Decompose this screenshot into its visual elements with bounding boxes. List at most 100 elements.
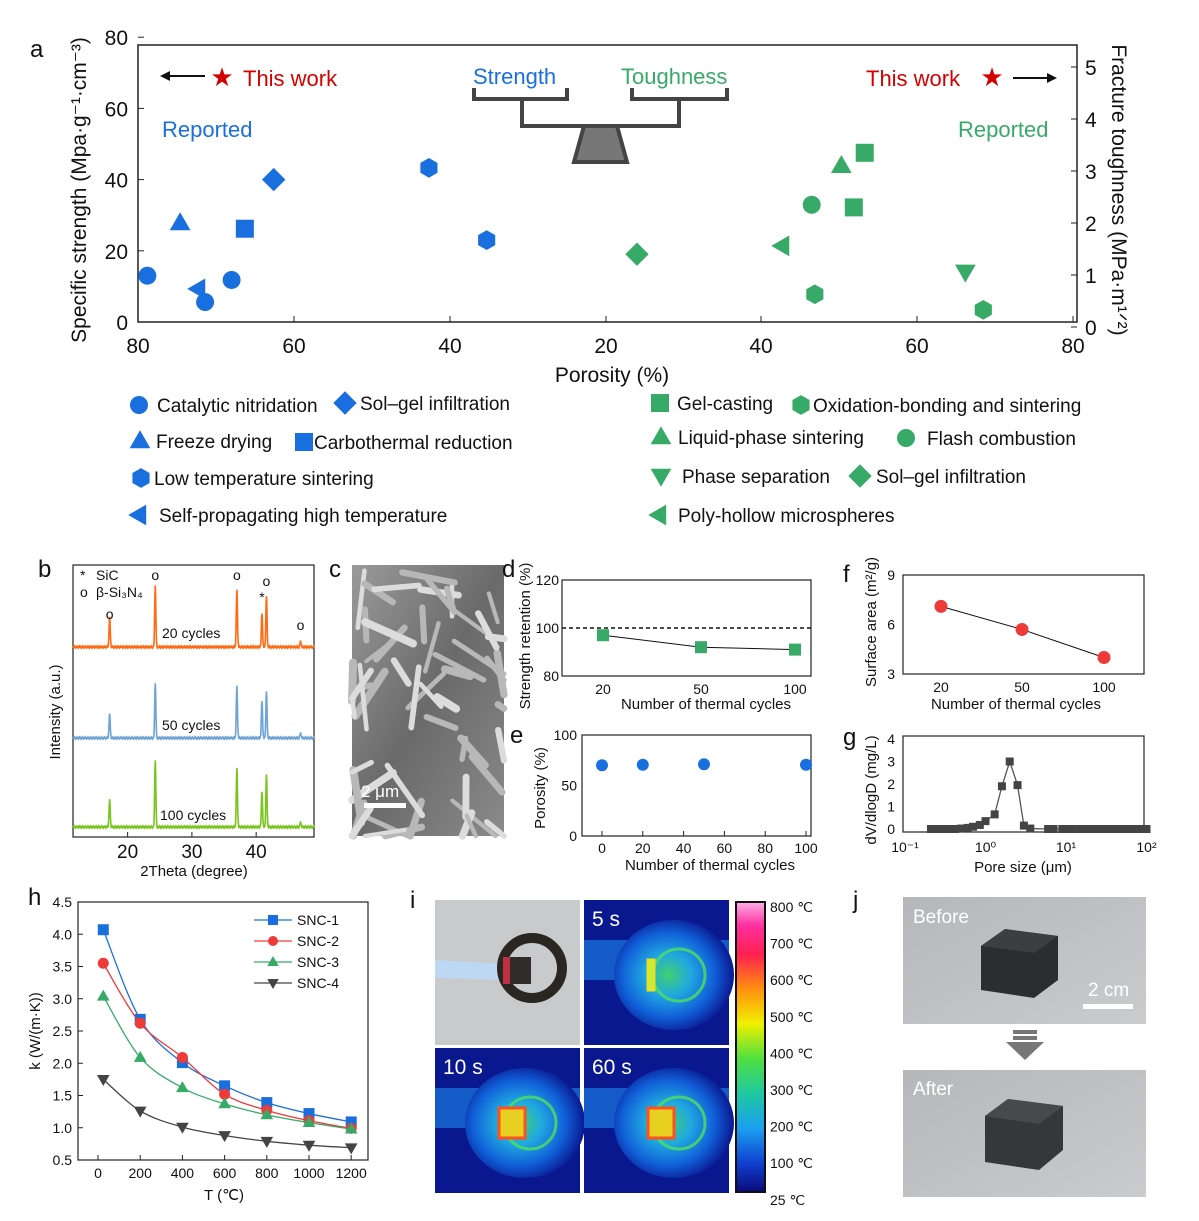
data-point — [219, 1088, 231, 1100]
data-point — [219, 1080, 231, 1092]
legend-marker-square — [295, 433, 313, 451]
legend-label: Oxidation-bonding and sintering — [813, 396, 1081, 417]
data-point — [96, 1074, 110, 1086]
x-axis-label-d: Number of thermal cycles — [621, 696, 791, 713]
y-tick-label-d: 120 — [536, 572, 560, 588]
peak-marker: o — [233, 567, 241, 583]
data-point — [302, 1115, 316, 1127]
whisker — [440, 665, 474, 681]
y-tick-label-d: 100 — [536, 620, 560, 636]
whisker — [475, 610, 500, 651]
legend-label: Sol–gel infiltration — [876, 467, 1026, 488]
star-icon: ★ — [980, 62, 1003, 92]
xrd-curve — [72, 760, 315, 830]
strength-point — [169, 212, 191, 231]
whisker — [371, 582, 422, 593]
data-point — [1123, 825, 1132, 833]
colorbar-label: 600 ℃ — [770, 972, 813, 988]
data-point — [789, 643, 801, 656]
frame-time-label: 5 s — [592, 908, 620, 931]
data-point — [1076, 825, 1085, 833]
data-point — [1089, 825, 1098, 833]
legend-marker — [267, 979, 279, 989]
series-line — [930, 759, 1147, 830]
x-tick-label-a: 80 — [1061, 335, 1084, 358]
whisker — [361, 618, 418, 648]
peak-marker: o — [263, 573, 271, 589]
legend-marker-triangle-up — [129, 430, 151, 449]
panel-label-a: a — [30, 36, 44, 63]
x-tick-label-a: 40 — [749, 335, 772, 358]
strength-point — [222, 270, 241, 289]
data-point — [1103, 825, 1112, 833]
strength-label: Strength — [473, 64, 556, 89]
data-point — [963, 823, 972, 832]
x-axis-label-e: Number of thermal cycles — [625, 857, 795, 874]
data-point — [981, 817, 990, 826]
star-icon: ★ — [210, 62, 233, 92]
data-point — [1026, 824, 1035, 833]
data-point — [1013, 781, 1022, 790]
x-tick-label-b: 30 — [181, 842, 202, 863]
data-point — [969, 822, 978, 831]
peak-marker: o — [151, 567, 159, 583]
frame-time-label: 10 s — [443, 1056, 483, 1079]
thermal-frames: 5 s 10 s 60 s — [435, 900, 734, 1193]
scale-bar-label-c: 2 μm — [361, 782, 399, 801]
y-axis-label-d: Strength retention (%) — [517, 563, 534, 710]
strength-point — [138, 266, 157, 285]
left-arrow-icon — [160, 71, 205, 81]
whisker — [484, 655, 507, 683]
data-point — [133, 1106, 147, 1118]
legend-label: Carbothermal reduction — [314, 433, 513, 454]
plot-f: 3 6 9 20 50 100 — [887, 567, 1116, 695]
series-label: 100 cycles — [160, 807, 226, 823]
x-axis-label-a: Porosity (%) — [555, 364, 669, 387]
legend-label-sic: SiC — [96, 567, 119, 583]
data-point — [636, 758, 649, 771]
sem-image — [352, 565, 504, 836]
x-tick-label-b: 40 — [246, 842, 267, 863]
x-tick-label-a: 60 — [905, 335, 928, 358]
y-tick-label-left-a: 40 — [105, 170, 128, 193]
series-label: 50 cycles — [162, 717, 220, 733]
legend-label: Flash combustion — [927, 429, 1076, 450]
y-axis-label-left-a: Specific strength (Mpa·g⁻¹·cm⁻³) — [68, 37, 91, 343]
x-axis-label-h: T (℃) — [204, 1187, 244, 1204]
toughness-point — [974, 299, 992, 320]
x-tick-label-e: 0 — [598, 840, 606, 856]
y-tick-label-e: 0 — [569, 828, 577, 844]
whisker — [408, 664, 422, 731]
toughness-label: Toughness — [621, 64, 727, 89]
y-tick-label-f: 3 — [887, 666, 895, 682]
whisker — [432, 651, 487, 683]
strength-point — [235, 219, 254, 238]
panel-h: h 0.5 1.0 1.5 2.0 2.5 3.0 3.5 4.0 4.5 0 200 400 600 8… — [27, 884, 369, 1204]
y-tick-label-f: 6 — [887, 617, 895, 633]
panel-label-d: d — [502, 556, 515, 583]
legend-marker-circle — [897, 429, 915, 447]
whisker — [418, 681, 444, 709]
panel-c: c 2 μm — [329, 556, 508, 840]
data-point — [1049, 825, 1058, 833]
y-axis-label-b: Intensity (a.u.) — [47, 664, 64, 759]
data-point — [800, 758, 812, 771]
plot-g: 0 1 2 3 4 10⁻¹ 10⁰ 10¹ 10² — [887, 731, 1157, 855]
y-tick-label-h: 0.5 — [53, 1152, 73, 1168]
data-point — [260, 1136, 274, 1148]
whisker — [494, 701, 508, 712]
whisker — [349, 759, 374, 775]
y-tick-label-right-a: 1 — [1085, 265, 1097, 288]
data-point — [1019, 821, 1028, 830]
data-point — [1136, 825, 1145, 833]
colorbar-label: 500 ℃ — [770, 1009, 813, 1025]
x-tick-label-e: 100 — [794, 840, 818, 856]
whisker — [483, 819, 507, 839]
legend-label: SNC-2 — [297, 933, 339, 949]
data-point — [176, 1051, 188, 1063]
legend-label: Phase separation — [682, 467, 830, 488]
frame-time-label: 60 s — [592, 1056, 632, 1079]
sem-whiskers — [348, 568, 508, 840]
